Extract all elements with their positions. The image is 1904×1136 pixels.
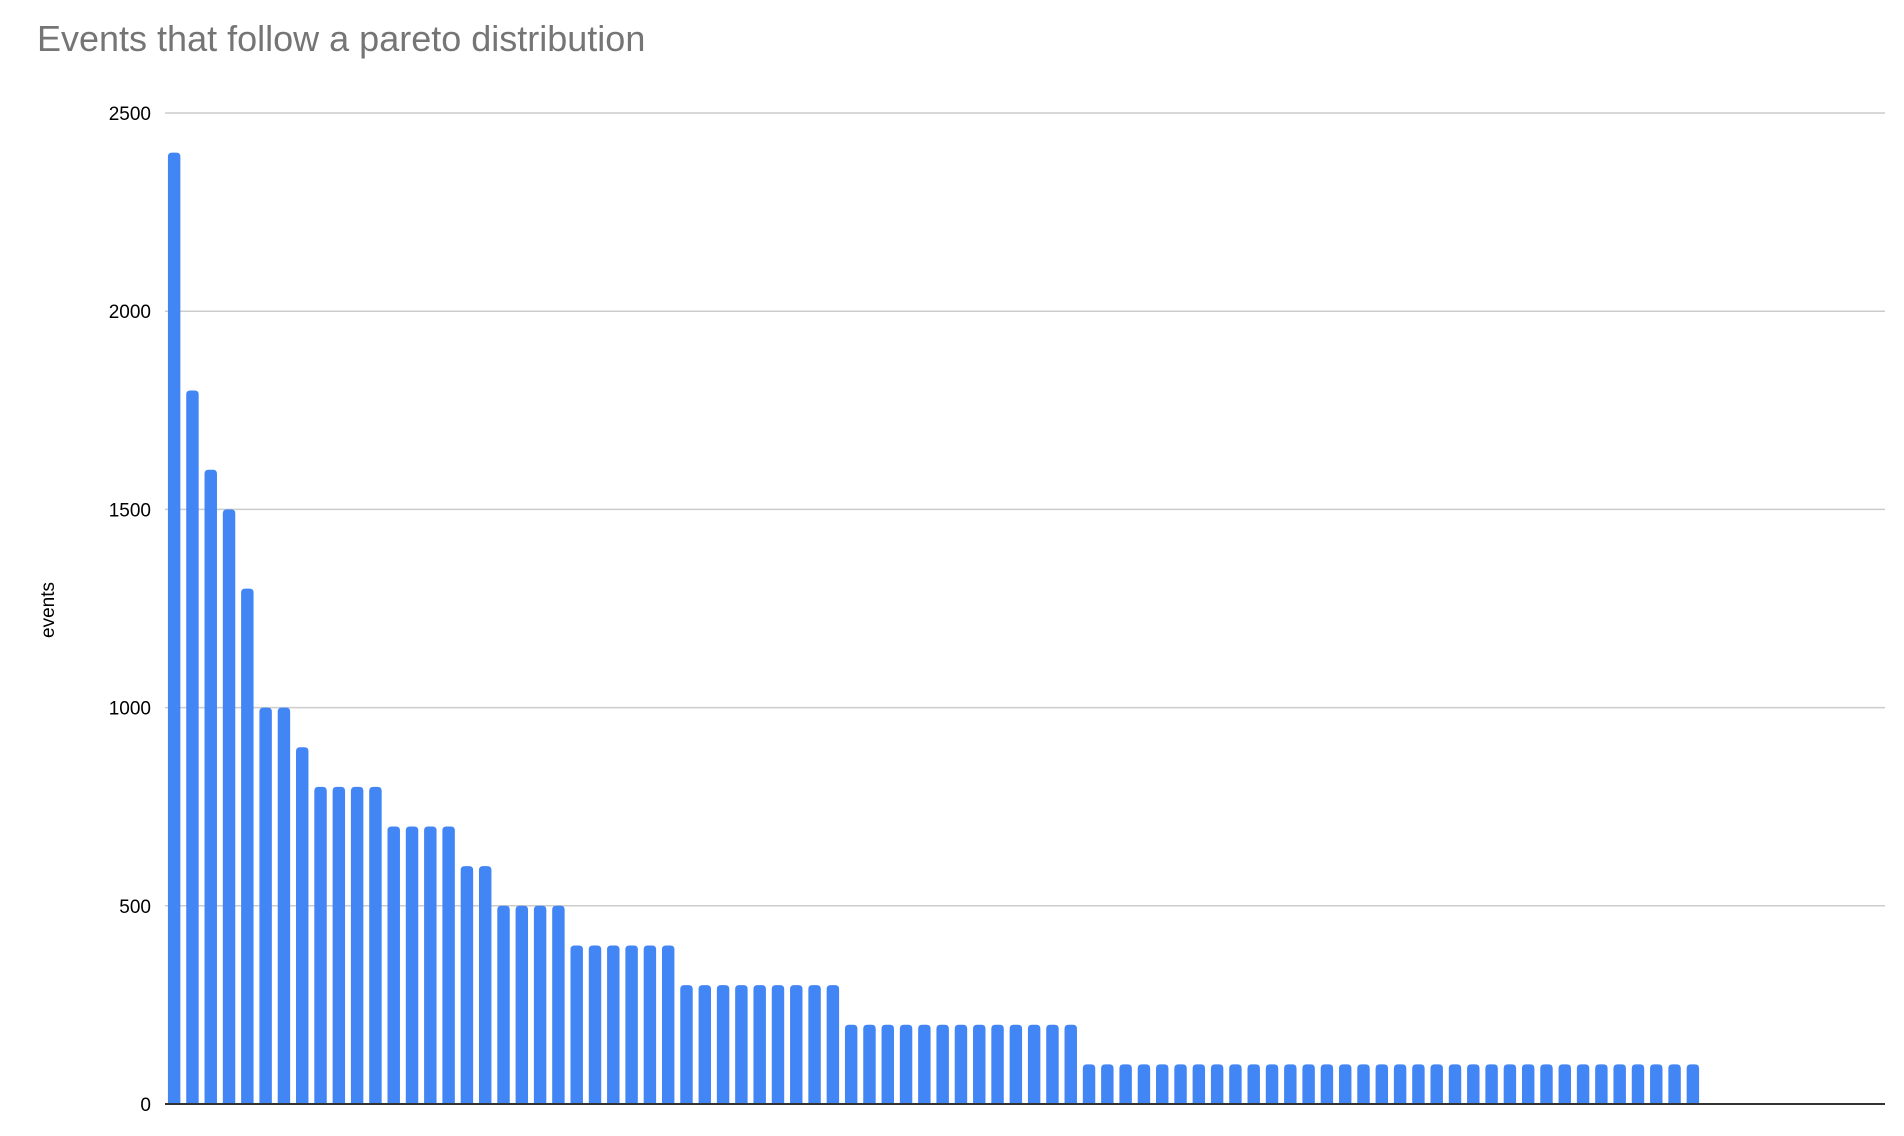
bar — [1467, 1064, 1480, 1104]
bar — [1521, 1064, 1535, 1104]
bar — [1156, 1064, 1169, 1104]
bar — [1229, 1064, 1242, 1104]
bar — [332, 786, 346, 1104]
bar — [680, 985, 693, 1104]
bar — [881, 1024, 894, 1104]
bar — [1613, 1064, 1626, 1104]
bar — [424, 826, 437, 1104]
bar — [1009, 1024, 1023, 1104]
y-tick-label: 2000 — [109, 302, 151, 323]
y-tick-label: 0 — [140, 1095, 151, 1116]
bar — [460, 866, 474, 1104]
bar — [222, 509, 236, 1104]
bar — [771, 985, 785, 1104]
bar — [1247, 1064, 1260, 1104]
bar — [716, 985, 730, 1104]
bar — [625, 945, 638, 1104]
bar — [314, 786, 327, 1104]
bar — [991, 1024, 1004, 1104]
bar — [1137, 1064, 1151, 1104]
bar — [515, 905, 529, 1104]
bar — [1503, 1064, 1517, 1104]
bar — [1558, 1064, 1572, 1104]
bar — [826, 985, 840, 1104]
bar — [790, 985, 803, 1104]
bar — [1027, 1024, 1041, 1104]
bar — [478, 866, 492, 1104]
bar — [552, 905, 565, 1104]
bar — [643, 945, 657, 1104]
bar — [1393, 1064, 1407, 1104]
bar — [296, 747, 309, 1104]
bar — [1284, 1064, 1297, 1104]
bar — [1375, 1064, 1389, 1104]
bar — [844, 1024, 858, 1104]
bar — [735, 985, 748, 1104]
bar — [1338, 1064, 1352, 1104]
chart-title: Events that follow a pareto distribution — [37, 18, 646, 59]
bar — [204, 469, 217, 1104]
bar — [1101, 1064, 1114, 1104]
bar — [167, 152, 181, 1104]
bar — [1668, 1064, 1681, 1104]
bar — [1650, 1064, 1663, 1104]
bar — [1686, 1064, 1700, 1104]
bar — [387, 826, 400, 1104]
bar — [1357, 1064, 1370, 1104]
bar — [405, 826, 419, 1104]
bar — [1320, 1064, 1334, 1104]
bar — [350, 786, 364, 1104]
bar — [1302, 1064, 1315, 1104]
bar — [1576, 1064, 1590, 1104]
bar — [1595, 1064, 1608, 1104]
bar — [954, 1024, 968, 1104]
bar — [1046, 1024, 1059, 1104]
bar — [588, 945, 602, 1104]
bar — [1448, 1064, 1462, 1104]
bar — [1064, 1024, 1077, 1104]
bar — [698, 985, 712, 1104]
bar — [1485, 1064, 1498, 1104]
bar — [661, 945, 675, 1104]
bar — [1119, 1064, 1132, 1104]
bar — [277, 707, 291, 1104]
bar — [899, 1024, 913, 1104]
bar — [442, 826, 455, 1104]
bar — [241, 588, 254, 1104]
bar — [186, 390, 199, 1105]
bar — [863, 1024, 876, 1104]
bar — [369, 786, 382, 1104]
bar — [607, 945, 620, 1104]
bar — [259, 707, 272, 1104]
y-tick-label: 1000 — [109, 699, 151, 720]
bar — [1631, 1064, 1645, 1104]
bar — [973, 1024, 986, 1104]
bar — [1265, 1064, 1279, 1104]
bar — [497, 905, 510, 1104]
bar — [533, 905, 547, 1104]
bar — [1210, 1064, 1224, 1104]
bar — [1540, 1064, 1553, 1104]
bar — [753, 985, 766, 1104]
y-tick-label: 2500 — [109, 104, 151, 125]
bar — [1174, 1064, 1187, 1104]
bar — [1430, 1064, 1443, 1104]
bar — [570, 945, 583, 1104]
bar — [936, 1024, 949, 1104]
y-tick-label: 500 — [119, 897, 151, 918]
bar — [1192, 1064, 1206, 1104]
y-tick-label: 1500 — [109, 500, 151, 521]
bar — [808, 985, 821, 1104]
bar — [1082, 1064, 1096, 1104]
bar — [1412, 1064, 1425, 1104]
bar — [918, 1024, 931, 1104]
